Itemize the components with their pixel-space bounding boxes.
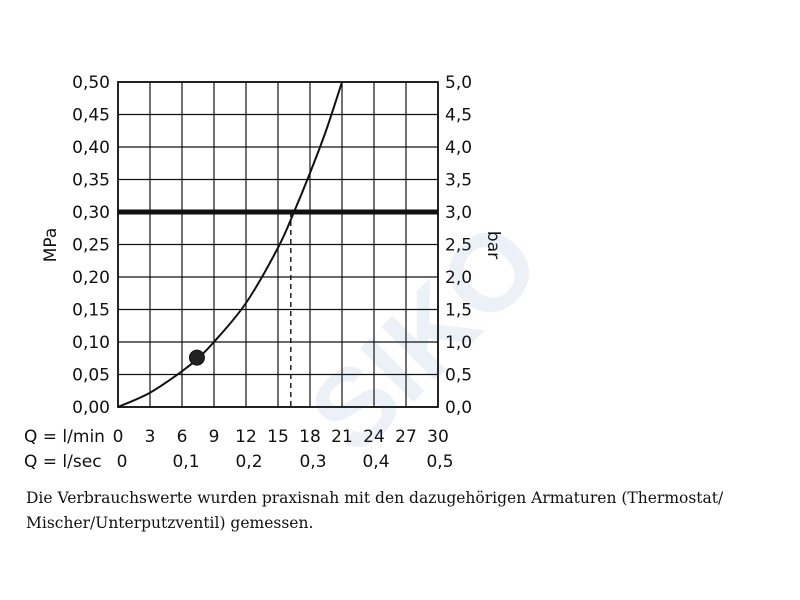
y-right-tick-label: 1,5 bbox=[445, 301, 472, 321]
x-row1-tick-label: 12 bbox=[235, 427, 257, 447]
x-row2-tick-label: 0,4 bbox=[362, 452, 389, 472]
x-row1-tick-label: 9 bbox=[209, 427, 220, 447]
x-row2-tick-label: 0,1 bbox=[172, 452, 199, 472]
y-left-tick-label: 0,30 bbox=[72, 203, 110, 223]
x-row2-label: Q = l/sec bbox=[24, 452, 102, 472]
y-left-tick-label: 0,05 bbox=[72, 366, 110, 386]
y-right-tick-label: 5,0 bbox=[445, 73, 472, 93]
x-row1-label: Q = l/min bbox=[24, 427, 105, 447]
y-left-tick-label: 0,20 bbox=[72, 268, 110, 288]
x-row2-tick-label: 0,2 bbox=[235, 452, 262, 472]
x-row1-tick-label: 30 bbox=[427, 427, 449, 447]
x-row1-tick-label: 0 bbox=[113, 427, 124, 447]
y-right-tick-label: 0,5 bbox=[445, 366, 472, 386]
chart-canvas: 0,000,050,100,150,200,250,300,350,400,45… bbox=[24, 73, 503, 472]
x-row1-tick-label: 15 bbox=[267, 427, 289, 447]
y-left-tick-label: 0,45 bbox=[72, 106, 110, 126]
x-row2-tick-label: 0,3 bbox=[299, 452, 326, 472]
y-right-tick-label: 2,0 bbox=[445, 268, 472, 288]
y-right-tick-label: 1,0 bbox=[445, 333, 472, 353]
y-left-tick-label: 0,25 bbox=[72, 236, 110, 256]
y-right-tick-label: 2,5 bbox=[445, 236, 472, 256]
y-right-tick-label: 3,5 bbox=[445, 171, 472, 191]
y-right-axis-label: bar bbox=[483, 231, 503, 259]
y-left-axis-label: MPa bbox=[41, 228, 61, 263]
y-right-tick-label: 3,0 bbox=[445, 203, 472, 223]
x-row1-tick-label: 21 bbox=[331, 427, 353, 447]
flow-curve bbox=[117, 81, 343, 408]
marker-point bbox=[188, 349, 205, 366]
chart-caption: Die Verbrauchswerte wurden praxisnah mit… bbox=[26, 489, 724, 532]
y-left-tick-label: 0,35 bbox=[72, 171, 110, 191]
y-right-tick-label: 4,5 bbox=[445, 106, 472, 126]
x-row2-tick-label: 0 bbox=[117, 452, 128, 472]
y-right-tick-label: 4,0 bbox=[445, 138, 472, 158]
y-right-tick-label: 0,0 bbox=[445, 398, 472, 418]
y-left-tick-label: 0,00 bbox=[72, 398, 110, 418]
x-row1-tick-label: 18 bbox=[299, 427, 321, 447]
y-left-tick-label: 0,15 bbox=[72, 301, 110, 321]
x-row1-tick-label: 27 bbox=[395, 427, 417, 447]
x-row2-tick-label: 0,5 bbox=[426, 452, 453, 472]
x-row1-tick-label: 6 bbox=[177, 427, 188, 447]
y-left-tick-label: 0,50 bbox=[72, 73, 110, 93]
y-left-tick-label: 0,40 bbox=[72, 138, 110, 158]
x-row1-tick-label: 24 bbox=[363, 427, 385, 447]
plot-frame bbox=[117, 81, 439, 408]
y-left-tick-label: 0,10 bbox=[72, 333, 110, 353]
x-row1-tick-label: 3 bbox=[145, 427, 156, 447]
